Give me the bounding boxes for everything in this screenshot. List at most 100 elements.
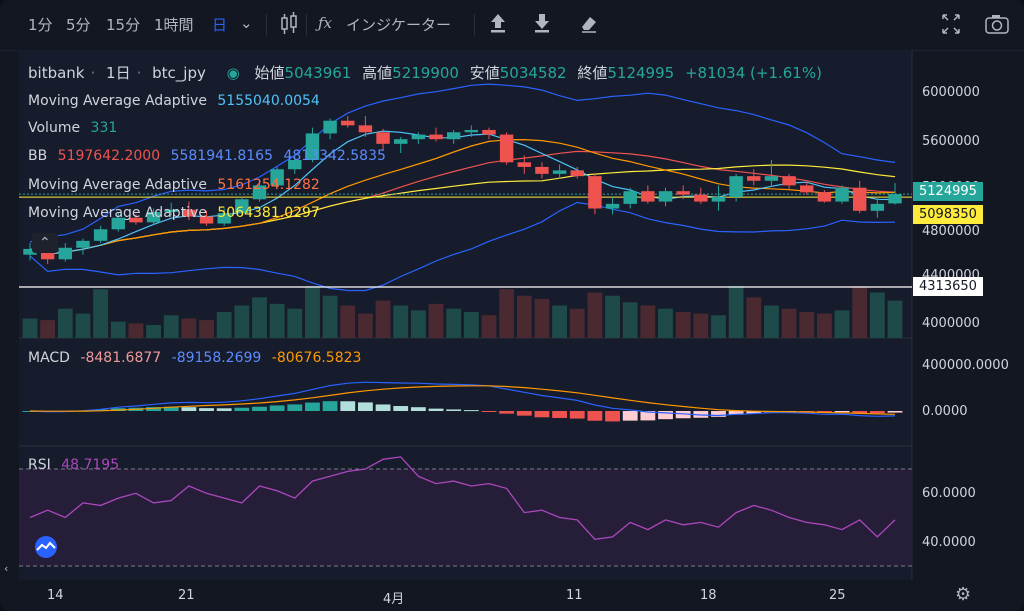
bb-upper-value: 5581941.8165 xyxy=(170,148,273,164)
macd-histogram-bar xyxy=(269,405,285,411)
candle-body xyxy=(623,191,637,204)
volume-bar xyxy=(40,320,56,338)
candle-body xyxy=(552,170,567,174)
volume-bar xyxy=(834,310,850,338)
volume-bar xyxy=(410,310,426,338)
date-axis-label: 14 xyxy=(47,588,64,603)
macd-histogram-bar xyxy=(534,411,550,418)
volume-bar xyxy=(357,313,373,338)
download-icon[interactable] xyxy=(532,11,552,39)
volume-bar xyxy=(658,308,673,338)
volume-bar xyxy=(728,286,744,338)
bb-upper-line xyxy=(29,83,896,243)
candle-body xyxy=(517,162,531,167)
candle-body xyxy=(146,211,161,223)
ma3-label: Moving Average Adaptive xyxy=(28,205,207,221)
candle-body xyxy=(800,185,814,193)
candlestick-icon[interactable] xyxy=(278,11,300,41)
date-axis-label: 4月 xyxy=(383,592,405,607)
macd-histogram-bar xyxy=(199,408,214,411)
macd-histogram-bar xyxy=(340,401,356,411)
scroll-left-icon[interactable]: ‹ xyxy=(4,562,9,575)
low-label: 安値 xyxy=(469,64,500,82)
ma1-value: 5155040.0054 xyxy=(217,93,320,109)
macd-histogram-bar xyxy=(622,411,638,421)
horizontal-line-tag: 4313650 xyxy=(913,277,983,296)
ma3-value: 5064381.0297 xyxy=(217,205,320,221)
collapse-legend-button[interactable]: ⌃ xyxy=(32,233,58,253)
volume-bar xyxy=(199,320,214,338)
camera-icon[interactable] xyxy=(984,12,1010,40)
volume-bar xyxy=(269,303,285,338)
high-value: 5219900 xyxy=(392,64,459,82)
candle-body xyxy=(729,176,743,197)
volume-bar xyxy=(605,295,620,338)
candle-body xyxy=(235,199,249,214)
ma1-label: Moving Average Adaptive xyxy=(28,93,207,109)
tradingview-logo-icon[interactable] xyxy=(30,535,62,564)
macd-histogram-bar xyxy=(869,411,885,414)
volume-value: 331 xyxy=(90,120,118,136)
volume-bar xyxy=(764,305,779,338)
ma1-legend: Moving Average Adaptive 5155040.0054 xyxy=(28,93,326,109)
candle-body xyxy=(446,132,461,140)
settings-gear-icon[interactable]: ⚙ xyxy=(955,584,972,605)
macd-signal-line xyxy=(29,385,896,415)
candle-body xyxy=(852,187,867,211)
eraser-icon[interactable] xyxy=(578,11,600,39)
volume-label: Volume xyxy=(28,120,81,136)
volume-bar xyxy=(393,305,409,338)
candle-body xyxy=(658,191,673,202)
volume-bar xyxy=(322,295,338,338)
ma-cyan-line xyxy=(29,130,896,255)
rsi-legend: RSI 48.7195 xyxy=(28,457,125,473)
candle-body xyxy=(588,176,602,209)
macd-histogram-bar xyxy=(181,407,197,411)
interval-15m-button[interactable]: 15分 xyxy=(106,16,141,34)
macd-histogram-bar xyxy=(499,411,515,414)
ma-orange-line xyxy=(29,138,896,255)
macd-label: MACD xyxy=(28,350,70,366)
candle-body xyxy=(676,191,690,195)
candle-body xyxy=(888,194,902,204)
volume-bar xyxy=(75,313,91,338)
fullscreen-icon[interactable] xyxy=(940,12,962,40)
bb-lower-value: 4813342.5835 xyxy=(283,148,386,164)
interval-1m-button[interactable]: 1分 xyxy=(28,16,53,34)
macd-histogram-bar xyxy=(711,411,726,417)
interval-1d-button[interactable]: 日 xyxy=(212,16,228,34)
volume-bar xyxy=(93,289,109,338)
macd-histogram-bar xyxy=(305,402,320,411)
volume-bar xyxy=(428,303,444,338)
volume-bar xyxy=(216,312,232,338)
macd-histogram-bar xyxy=(640,411,656,421)
fx-icon[interactable]: ƒx xyxy=(318,14,333,32)
candle-body xyxy=(40,247,55,260)
macd-axis-label: 400000.0000 xyxy=(922,358,1009,373)
macd-histogram-bar xyxy=(234,407,250,411)
indicators-button[interactable]: インジケーター xyxy=(346,16,452,34)
ma2-label: Moving Average Adaptive xyxy=(28,177,207,193)
interval-1h-button[interactable]: 1時間 xyxy=(154,16,194,34)
candle-body xyxy=(23,248,37,255)
candle-body xyxy=(694,194,708,202)
macd-histogram-bar xyxy=(834,411,850,413)
upload-icon[interactable] xyxy=(488,11,508,39)
volume-bar xyxy=(481,315,497,338)
chevron-down-icon[interactable]: ⌄ xyxy=(240,14,253,32)
toolbar-divider xyxy=(474,14,475,36)
date-axis-label: 25 xyxy=(829,588,846,603)
volume-bar xyxy=(375,300,391,338)
volume-bar xyxy=(569,308,585,338)
ma3-legend: Moving Average Adaptive 5064381.0297 xyxy=(28,205,326,221)
interval-5m-button[interactable]: 5分 xyxy=(66,16,91,34)
volume-bar xyxy=(57,308,73,338)
volume-bar xyxy=(340,305,356,338)
volume-bar xyxy=(163,315,179,338)
macd-histogram-bar xyxy=(587,411,603,421)
candle-body xyxy=(76,240,90,248)
macd-histogram-bar xyxy=(322,401,338,411)
volume-bar xyxy=(305,286,320,338)
candle-body xyxy=(394,139,408,144)
